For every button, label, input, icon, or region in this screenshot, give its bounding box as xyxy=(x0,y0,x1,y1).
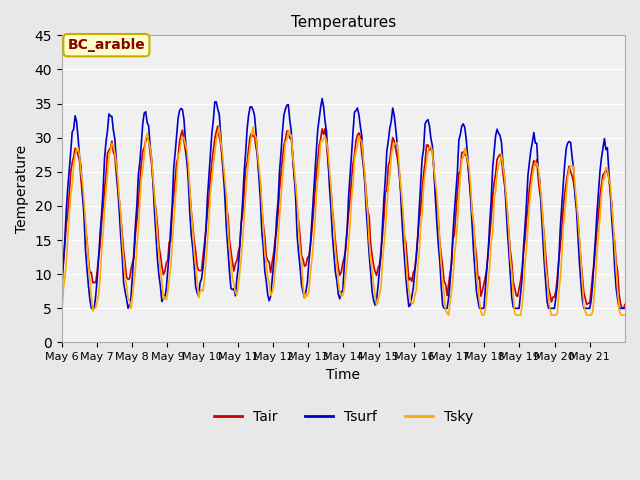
Tair xyxy=(618,305,626,311)
Tsurf xyxy=(318,96,326,101)
Tsky xyxy=(58,307,66,312)
Y-axis label: Temperature: Temperature xyxy=(15,145,29,233)
Tsurf xyxy=(88,305,95,311)
Tair xyxy=(349,161,357,167)
Tsurf xyxy=(546,305,554,311)
Tair xyxy=(545,285,552,291)
Tsky xyxy=(77,169,85,175)
Tair xyxy=(214,123,221,129)
Text: BC_arable: BC_arable xyxy=(68,38,145,52)
Tsurf xyxy=(620,305,627,311)
Tair xyxy=(58,270,66,276)
Tsky xyxy=(349,182,357,188)
Tsky xyxy=(462,150,470,156)
Line: Tsky: Tsky xyxy=(62,127,625,315)
Line: Tsurf: Tsurf xyxy=(62,98,625,308)
Tair xyxy=(95,253,102,259)
Legend: Tair, Tsurf, Tsky: Tair, Tsurf, Tsky xyxy=(209,405,479,430)
Tsurf xyxy=(58,285,66,290)
Tsurf xyxy=(96,230,104,236)
Tair xyxy=(461,152,468,158)
Tsky xyxy=(95,291,102,297)
Tsky xyxy=(620,312,627,318)
Tsurf xyxy=(351,109,358,115)
Title: Temperatures: Temperatures xyxy=(291,15,396,30)
Line: Tair: Tair xyxy=(62,126,625,308)
Tair xyxy=(77,177,85,183)
X-axis label: Time: Time xyxy=(326,368,360,382)
Tair xyxy=(620,305,627,311)
Tsurf xyxy=(77,164,85,169)
Tsurf xyxy=(621,305,629,311)
Tsurf xyxy=(462,136,470,142)
Tair xyxy=(621,301,629,307)
Tsky xyxy=(249,124,257,130)
Tsky xyxy=(621,312,629,318)
Tsky xyxy=(546,307,554,312)
Tsky xyxy=(445,312,452,318)
